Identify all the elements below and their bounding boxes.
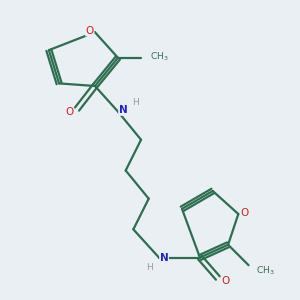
Text: O: O (221, 276, 230, 286)
Text: N: N (160, 253, 169, 262)
Text: O: O (241, 208, 249, 218)
Text: O: O (86, 26, 94, 36)
Text: CH$_3$: CH$_3$ (150, 50, 169, 63)
Text: CH$_3$: CH$_3$ (256, 264, 275, 277)
Text: O: O (65, 106, 74, 117)
Text: N: N (119, 105, 128, 115)
Text: H: H (133, 98, 139, 107)
Text: H: H (147, 263, 153, 272)
